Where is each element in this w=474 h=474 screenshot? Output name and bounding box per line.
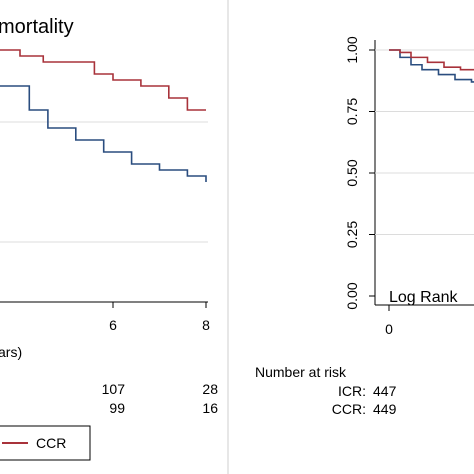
right-risk-value: 447 xyxy=(373,383,397,399)
legend-box xyxy=(0,425,91,461)
left-legend: CCR xyxy=(0,425,91,461)
right-y-tick-label: 0.75 xyxy=(344,98,360,125)
left-risk-value: 107 xyxy=(102,381,126,397)
left-risk-table: 107 28 99 16 xyxy=(102,381,219,416)
right-x-ticks: 0 xyxy=(385,305,393,337)
right-x-tick-label: 0 xyxy=(385,321,393,337)
right-gridlines xyxy=(375,49,474,235)
left-gridlines xyxy=(0,121,208,243)
left-series-group xyxy=(0,49,207,182)
right-series-group xyxy=(389,49,474,83)
risk-row-label: ICR: xyxy=(338,383,366,399)
left-x-tick-label: 6 xyxy=(109,317,117,333)
risk-table-header: Number at risk xyxy=(255,364,347,380)
left-series-line-ccr xyxy=(0,49,206,111)
left-x-tick-label: 8 xyxy=(202,317,210,333)
right-series-line-ccr xyxy=(389,49,474,71)
right-y-ticks: 1.00 0.75 0.50 0.25 0.00 xyxy=(344,36,375,310)
right-risk-value: 449 xyxy=(373,401,397,417)
right-panel: 1.00 0.75 0.50 0.25 0.00 0 Log Rank Number a… xyxy=(255,36,474,417)
left-risk-value: 28 xyxy=(202,381,218,397)
risk-row-label: CCR: xyxy=(332,401,366,417)
right-y-tick-label: 0.25 xyxy=(344,221,360,248)
right-risk-table: Number at risk ICR: 447 CCR: 449 xyxy=(255,364,397,417)
right-y-tick-label: 1.00 xyxy=(344,36,360,63)
right-y-tick-label: 0.00 xyxy=(344,282,360,309)
legend-entry-ccr: CCR xyxy=(36,435,66,451)
left-chart-title: mortality xyxy=(0,16,74,38)
right-y-tick-label: 0.50 xyxy=(344,159,360,186)
left-risk-value: 99 xyxy=(109,400,125,416)
left-risk-value: 16 xyxy=(202,400,218,416)
right-series-line-icr xyxy=(389,49,474,83)
log-rank-annotation: Log Rank xyxy=(389,289,458,306)
left-series-line-icr xyxy=(0,85,207,182)
left-x-axis-label: ars) xyxy=(0,344,22,360)
